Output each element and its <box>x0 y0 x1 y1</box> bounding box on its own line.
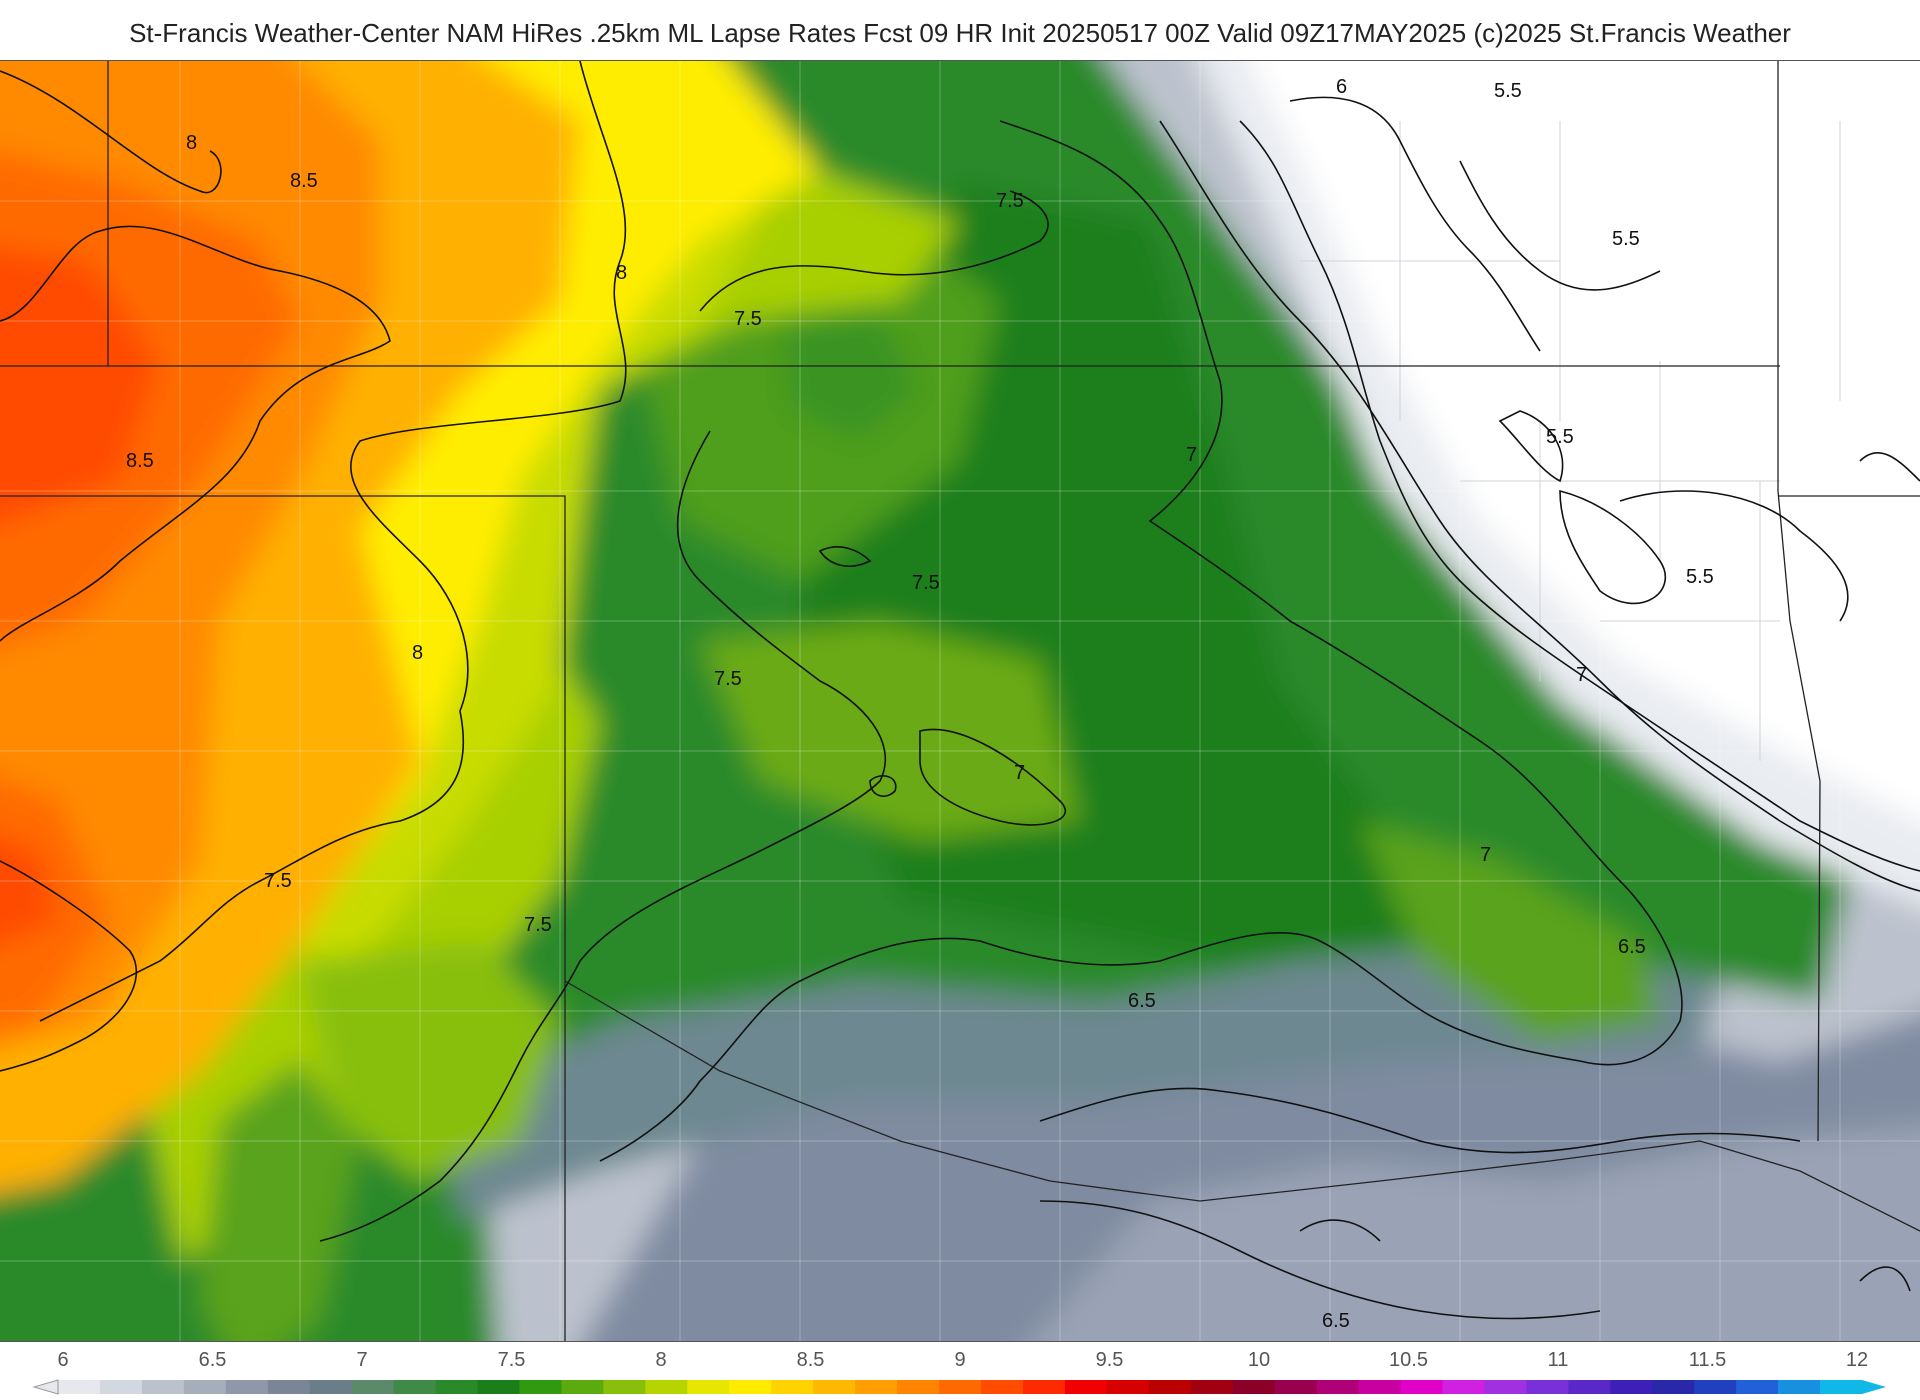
contour-labels: 8 8.5 8 7.5 7.5 8.5 7 7.5 8 7.5 7 7 7.5 … <box>126 76 1714 1332</box>
contour-label: 7.5 <box>714 668 742 690</box>
colorbar-swatch <box>813 1380 856 1394</box>
contour-label: 8.5 <box>290 170 318 192</box>
colorbar-swatch <box>1022 1380 1066 1394</box>
colorbar-swatch <box>1778 1380 1821 1394</box>
colorbar-swatch <box>1400 1380 1443 1394</box>
colorbar-swatch <box>1274 1380 1318 1394</box>
map-frame: 8 8.5 8 7.5 7.5 8.5 7 7.5 8 7.5 7 7 7.5 … <box>0 60 1920 1342</box>
colorbar-tick-label: 11.5 <box>1689 1349 1726 1371</box>
colorbar-swatch <box>771 1380 814 1394</box>
colorbar-swatch <box>351 1380 395 1394</box>
colorbar-swatch <box>729 1380 772 1394</box>
colorbar-swatch <box>897 1380 940 1394</box>
lapse-rate-map: 8 8.5 8 7.5 7.5 8.5 7 7.5 8 7.5 7 7 7.5 … <box>0 61 1920 1341</box>
contour-label: 7.5 <box>996 190 1024 212</box>
colorbar-swatch <box>141 1380 185 1394</box>
contour-lines <box>0 61 1920 1320</box>
colorbar-swatches <box>32 1379 1886 1395</box>
colorbar-swatch <box>1442 1380 1485 1394</box>
contour-label: 7.5 <box>912 572 940 594</box>
contour-label: 7 <box>1480 844 1491 866</box>
colorbar-tick-label: 6 <box>57 1349 68 1371</box>
colorbar-swatch <box>855 1380 898 1394</box>
colorbar-tick-label: 11 <box>1548 1349 1569 1371</box>
colorbar-tick-label: 10 <box>1248 1349 1270 1371</box>
colorbar-swatch <box>267 1380 311 1394</box>
contour-label: 7 <box>1014 762 1025 784</box>
contour-label: 6.5 <box>1128 990 1156 1012</box>
colorbar-swatch <box>99 1380 143 1394</box>
colorbar-swatch <box>183 1380 227 1394</box>
colorbar-swatch <box>1358 1380 1402 1394</box>
colorbar-tick-label: 8.5 <box>797 1349 825 1371</box>
colorbar-tick-label: 8 <box>655 1349 666 1371</box>
colorbar-swatch <box>1106 1380 1150 1394</box>
colorbar-swatch <box>58 1380 101 1394</box>
contour-label: 8 <box>616 262 627 284</box>
colorbar-swatch <box>1190 1380 1234 1394</box>
contour-label: 7 <box>1576 664 1587 686</box>
colorbar-swatch <box>309 1380 353 1394</box>
contour-label: 5.5 <box>1546 426 1574 448</box>
lapse-rate-field <box>0 61 1920 1341</box>
contour-label: 5.5 <box>1612 228 1640 250</box>
chart-title: St-Francis Weather-Center NAM HiRes .25k… <box>129 18 1791 48</box>
contour-label: 7.5 <box>734 308 762 330</box>
colorbar-swatch <box>1526 1380 1569 1394</box>
county-boundaries <box>0 61 1920 1341</box>
contour-label: 7.5 <box>524 914 552 936</box>
colorbar-swatch <box>1232 1380 1276 1394</box>
colorbar-swatch <box>519 1380 562 1394</box>
contour-label: 6 <box>1336 76 1347 98</box>
contour-label: 5.5 <box>1494 80 1522 102</box>
colorbar-max-arrow <box>1862 1380 1886 1394</box>
colorbar-tick-label: 10.5 <box>1389 1349 1428 1371</box>
colorbar: 6 6.5 7 7.5 8 8.5 9 9.5 10 10.5 11 11.5 12 <box>32 1349 1886 1395</box>
colorbar-tick-label: 6.5 <box>199 1349 227 1371</box>
colorbar-swatch <box>939 1380 982 1394</box>
colorbar-swatch <box>1610 1380 1653 1394</box>
colorbar-swatch <box>1064 1380 1108 1394</box>
colorbar-swatch <box>1148 1380 1192 1394</box>
colorbar-swatch <box>1736 1380 1779 1394</box>
colorbar-swatch <box>980 1380 1024 1394</box>
colorbar-tick-label: 9 <box>954 1349 965 1371</box>
contour-label: 8.5 <box>126 450 154 472</box>
colorbar-swatch <box>1820 1380 1863 1394</box>
contour-label: 8 <box>186 132 197 154</box>
colorbar-swatch <box>645 1380 688 1394</box>
colorbar-swatch <box>1484 1380 1527 1394</box>
colorbar-swatch <box>435 1380 479 1394</box>
colorbar-swatch <box>603 1380 646 1394</box>
contour-label: 7.5 <box>264 870 292 892</box>
colorbar-tick-label: 12 <box>1846 1349 1868 1371</box>
colorbar-swatch <box>561 1380 604 1394</box>
colorbar-min-arrow <box>32 1379 59 1395</box>
contour-label: 6.5 <box>1322 1310 1350 1332</box>
colorbar-swatch <box>1316 1380 1360 1394</box>
colorbar-swatch <box>225 1380 269 1394</box>
colorbar-swatch <box>687 1380 730 1394</box>
contour-label: 8 <box>412 642 423 664</box>
colorbar-swatch <box>1694 1380 1737 1394</box>
colorbar-swatch <box>393 1380 437 1394</box>
county-boundaries-east <box>1300 121 1841 761</box>
colorbar-tick-label: 9.5 <box>1096 1349 1124 1371</box>
state-boundaries <box>0 61 1920 1341</box>
contour-label: 7 <box>1186 444 1197 466</box>
colorbar-ticks: 6 6.5 7 7.5 8 8.5 9 9.5 10 10.5 11 11.5 12 <box>57 1349 1868 1371</box>
colorbar-swatch <box>477 1380 520 1394</box>
contour-label: 5.5 <box>1686 566 1714 588</box>
colorbar-tick-label: 7.5 <box>498 1349 526 1371</box>
colorbar-tick-label: 7 <box>356 1349 367 1371</box>
colorbar-swatch <box>1568 1380 1611 1394</box>
colorbar-swatch <box>1652 1380 1695 1394</box>
contour-label: 6.5 <box>1618 936 1646 958</box>
